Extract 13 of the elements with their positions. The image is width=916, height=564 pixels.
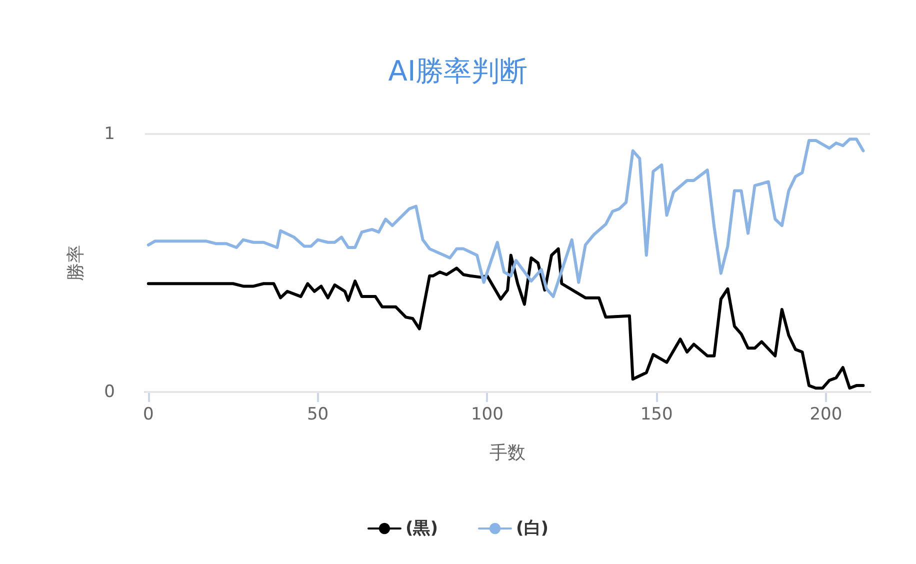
chart-title: AI勝率判断 <box>388 54 528 88</box>
y-tick-label: 1 <box>104 124 115 144</box>
line-series <box>146 247 865 390</box>
x-tick-label: 0 <box>142 404 154 424</box>
legend-label: (黒) <box>405 518 438 538</box>
x-tick-label: 50 <box>306 404 329 424</box>
legend-label: (白) <box>516 518 549 538</box>
x-tick-label: 150 <box>640 404 673 424</box>
y-axis-title: 勝率 <box>66 245 86 281</box>
x-tick-label: 100 <box>470 404 504 424</box>
line-series <box>146 138 865 298</box>
x-axis-title: 手数 <box>490 442 526 464</box>
x-tick-label: 200 <box>810 404 842 424</box>
